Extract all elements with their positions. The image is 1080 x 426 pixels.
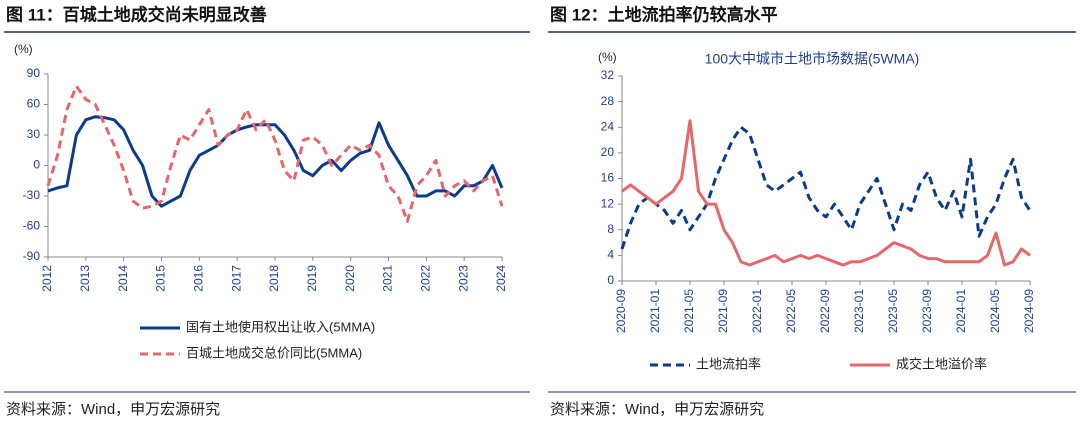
x-tick-label: 2021-01 xyxy=(648,289,662,333)
x-tick-label: 2013 xyxy=(78,265,92,292)
x-tick-label: 2020-09 xyxy=(614,289,628,333)
x-tick-label: 2021-05 xyxy=(682,289,696,333)
chart-title: 图 12：土地流拍率仍较高水平 xyxy=(550,4,778,24)
x-tick-label: 2024-09 xyxy=(1022,289,1036,333)
legend-label: 国有土地使用权出让收入(5MMA) xyxy=(186,319,375,334)
x-tick-label: 2014 xyxy=(116,265,130,292)
y-tick-label: -30 xyxy=(23,188,41,202)
x-tick-label: 2024-05 xyxy=(988,289,1002,333)
y-tick-label: 24 xyxy=(601,119,615,133)
y-tick-label: 28 xyxy=(601,94,615,108)
chart-title: 图 11：百城土地成交尚未明显改善 xyxy=(6,4,267,24)
y-tick-label: 4 xyxy=(607,248,614,262)
y-tick-label: 32 xyxy=(601,68,615,82)
x-tick-label: 2020 xyxy=(343,265,357,292)
x-tick-label: 2022-09 xyxy=(818,289,832,333)
x-tick-label: 2019 xyxy=(305,265,319,292)
x-tick-label: 2022 xyxy=(419,265,433,292)
x-tick-label: 2012 xyxy=(40,265,54,292)
y-tick-label: 30 xyxy=(27,127,41,141)
y-tick-label: 12 xyxy=(601,196,615,210)
y-tick-label: 16 xyxy=(601,171,615,185)
x-tick-label: 2022-05 xyxy=(784,289,798,333)
y-tick-label: 0 xyxy=(607,273,614,287)
chart-subtitle: 100大中城市土地市场数据(5WMA) xyxy=(705,51,920,67)
y-tick-label: 90 xyxy=(27,66,41,80)
legend-label: 成交土地溢价率 xyxy=(896,356,987,371)
x-tick-label: 2022-01 xyxy=(750,289,764,333)
x-tick-label: 2023 xyxy=(456,265,470,292)
series-line xyxy=(46,84,504,223)
x-tick-label: 2024 xyxy=(494,265,508,292)
y-tick-label: -90 xyxy=(23,249,41,263)
x-tick-label: 2023-09 xyxy=(920,289,934,333)
source-note: 资料来源：Wind，申万宏源研究 xyxy=(550,401,764,418)
legend-label: 土地流拍率 xyxy=(696,356,761,371)
y-tick-label: -60 xyxy=(23,219,41,233)
x-tick-label: 2023-01 xyxy=(852,289,866,333)
y-tick-label: 20 xyxy=(601,145,615,159)
x-tick-label: 2021 xyxy=(381,265,395,292)
series-line xyxy=(620,125,1032,250)
legend-label: 百城土地成交总价同比(5MMA) xyxy=(186,345,362,360)
series-line xyxy=(621,119,1031,267)
y-axis-label: (%) xyxy=(598,50,617,64)
x-tick-label: 2015 xyxy=(154,265,168,292)
x-tick-label: 2024-01 xyxy=(954,289,968,333)
y-tick-label: 60 xyxy=(27,97,41,111)
series-line xyxy=(47,115,504,208)
x-tick-label: 2018 xyxy=(267,265,281,292)
y-tick-label: 8 xyxy=(607,222,614,236)
source-note: 资料来源：Wind，申万宏源研究 xyxy=(6,401,220,418)
x-tick-label: 2017 xyxy=(229,265,243,292)
x-tick-label: 2023-05 xyxy=(886,289,900,333)
y-tick-label: 0 xyxy=(33,158,40,172)
y-axis-label: (%) xyxy=(14,42,33,56)
x-tick-label: 2016 xyxy=(192,265,206,292)
x-tick-label: 2021-09 xyxy=(716,289,730,333)
